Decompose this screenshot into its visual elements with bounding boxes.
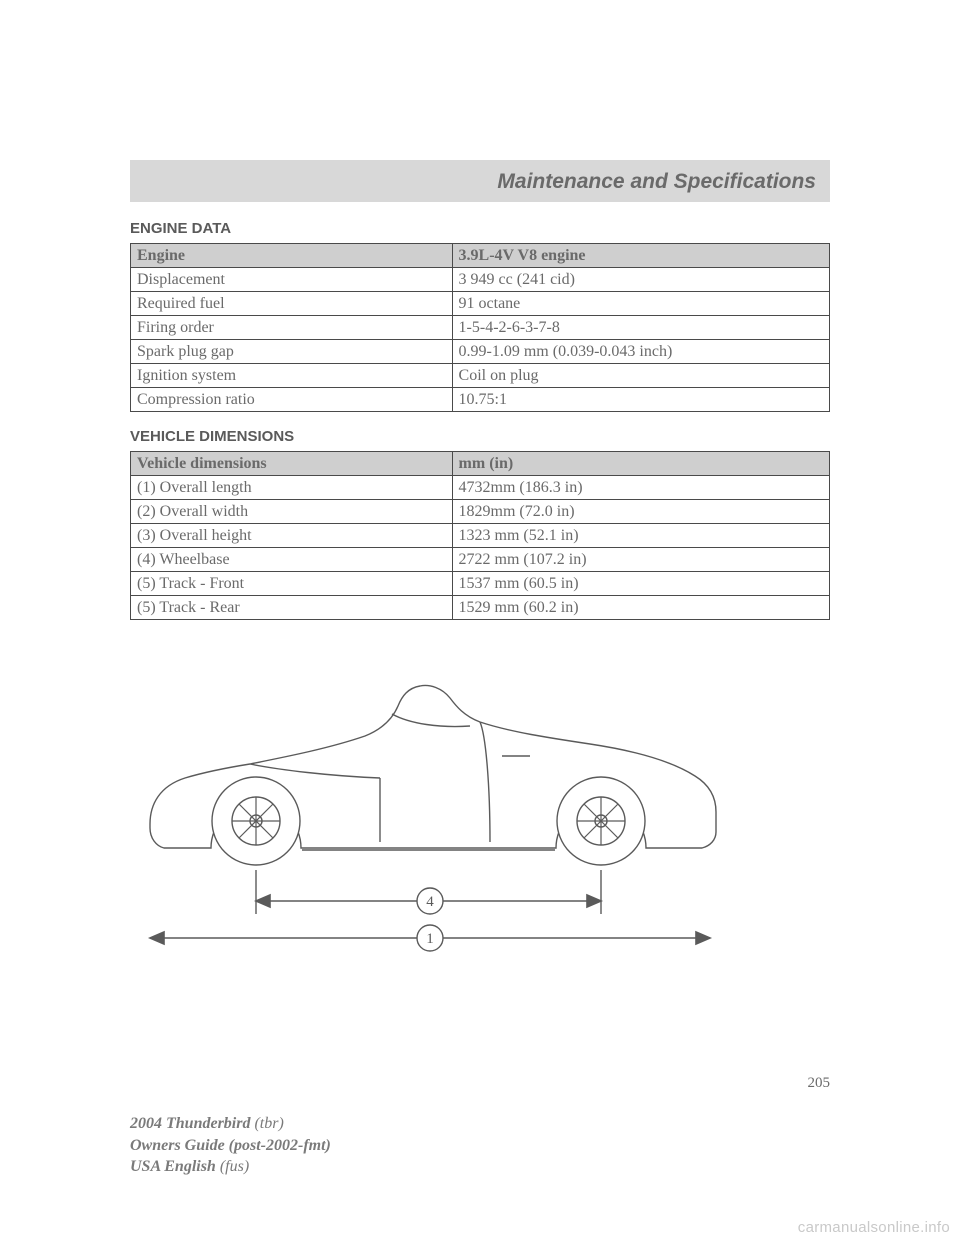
cell: (3) Overall height [131,524,453,548]
footer-line-2: Owners Guide (post-2002-fmt) [130,1135,331,1157]
table-row: Displacement3 949 cc (241 cid) [131,268,830,292]
windshield-line [392,714,470,727]
table-row: (5) Track - Rear1529 mm (60.2 in) [131,596,830,620]
footer-line-1: 2004 Thunderbird (tbr) [130,1113,331,1135]
table-row: (3) Overall height1323 mm (52.1 in) [131,524,830,548]
cell: 1529 mm (60.2 in) [452,596,829,620]
cell: Spark plug gap [131,340,453,364]
chapter-title: Maintenance and Specifications [497,170,816,193]
th-dimensions: Vehicle dimensions [131,452,453,476]
vehicle-dimensions-table: Vehicle dimensions mm (in) (1) Overall l… [130,451,830,620]
cell: 10.75:1 [452,388,829,412]
page-content: Maintenance and Specifications ENGINE DA… [0,0,960,961]
footer-metadata: 2004 Thunderbird (tbr) Owners Guide (pos… [130,1113,331,1178]
table-row: Ignition systemCoil on plug [131,364,830,388]
table-row: (2) Overall width1829mm (72.0 in) [131,500,830,524]
th-engine-spec: 3.9L-4V V8 engine [452,244,829,268]
vehicle-dimensions-heading: VEHICLE DIMENSIONS [130,428,830,445]
footer-line-3: USA English (fus) [130,1156,331,1178]
cell: 1323 mm (52.1 in) [452,524,829,548]
table-row: Compression ratio10.75:1 [131,388,830,412]
cell: 1-5-4-2-6-3-7-8 [452,316,829,340]
cell: Compression ratio [131,388,453,412]
callout-1: 1 [417,925,443,951]
callout-4-label: 4 [426,894,434,910]
cell: (5) Track - Front [131,572,453,596]
vehicle-diagram: 4 1 [130,636,830,961]
cell: (2) Overall width [131,500,453,524]
cell: 1829mm (72.0 in) [452,500,829,524]
rear-wheel [557,777,645,865]
cell: (1) Overall length [131,476,453,500]
footer-lang: USA English [130,1158,220,1175]
callout-1-label: 1 [426,931,434,947]
cell: (4) Wheelbase [131,548,453,572]
table-row: (5) Track - Front1537 mm (60.5 in) [131,572,830,596]
cell: Coil on plug [452,364,829,388]
watermark: carmanualsonline.info [798,1219,950,1236]
vehicle-side-svg: 4 1 [130,636,730,956]
footer-guide: Owners Guide (post-2002-fmt) [130,1137,331,1154]
front-wheel [212,777,300,865]
table-row: (1) Overall length4732mm (186.3 in) [131,476,830,500]
table-row: Firing order1-5-4-2-6-3-7-8 [131,316,830,340]
door-line [480,722,490,842]
table-header-row: Vehicle dimensions mm (in) [131,452,830,476]
hood-line [250,764,380,778]
th-engine: Engine [131,244,453,268]
cell: 3 949 cc (241 cid) [452,268,829,292]
cell: 0.99-1.09 mm (0.039-0.043 inch) [452,340,829,364]
footer-code-3: (fus) [220,1158,249,1175]
callout-4: 4 [417,888,443,914]
cell: Ignition system [131,364,453,388]
table-row: Spark plug gap0.99-1.09 mm (0.039-0.043 … [131,340,830,364]
table-row: Required fuel91 octane [131,292,830,316]
table-row: (4) Wheelbase2722 mm (107.2 in) [131,548,830,572]
cell: 1537 mm (60.5 in) [452,572,829,596]
cell: 91 octane [452,292,829,316]
cell: Required fuel [131,292,453,316]
engine-data-heading: ENGINE DATA [130,220,830,237]
cell: (5) Track - Rear [131,596,453,620]
cell: Displacement [131,268,453,292]
cell: 4732mm (186.3 in) [452,476,829,500]
footer-model: 2004 Thunderbird [130,1115,254,1132]
table-header-row: Engine 3.9L-4V V8 engine [131,244,830,268]
footer-code-1: (tbr) [254,1115,283,1132]
chapter-header-band: Maintenance and Specifications [130,160,830,202]
th-dimensions-unit: mm (in) [452,452,829,476]
cell: Firing order [131,316,453,340]
engine-data-table: Engine 3.9L-4V V8 engine Displacement3 9… [130,243,830,412]
page-number: 205 [808,1075,831,1092]
cell: 2722 mm (107.2 in) [452,548,829,572]
